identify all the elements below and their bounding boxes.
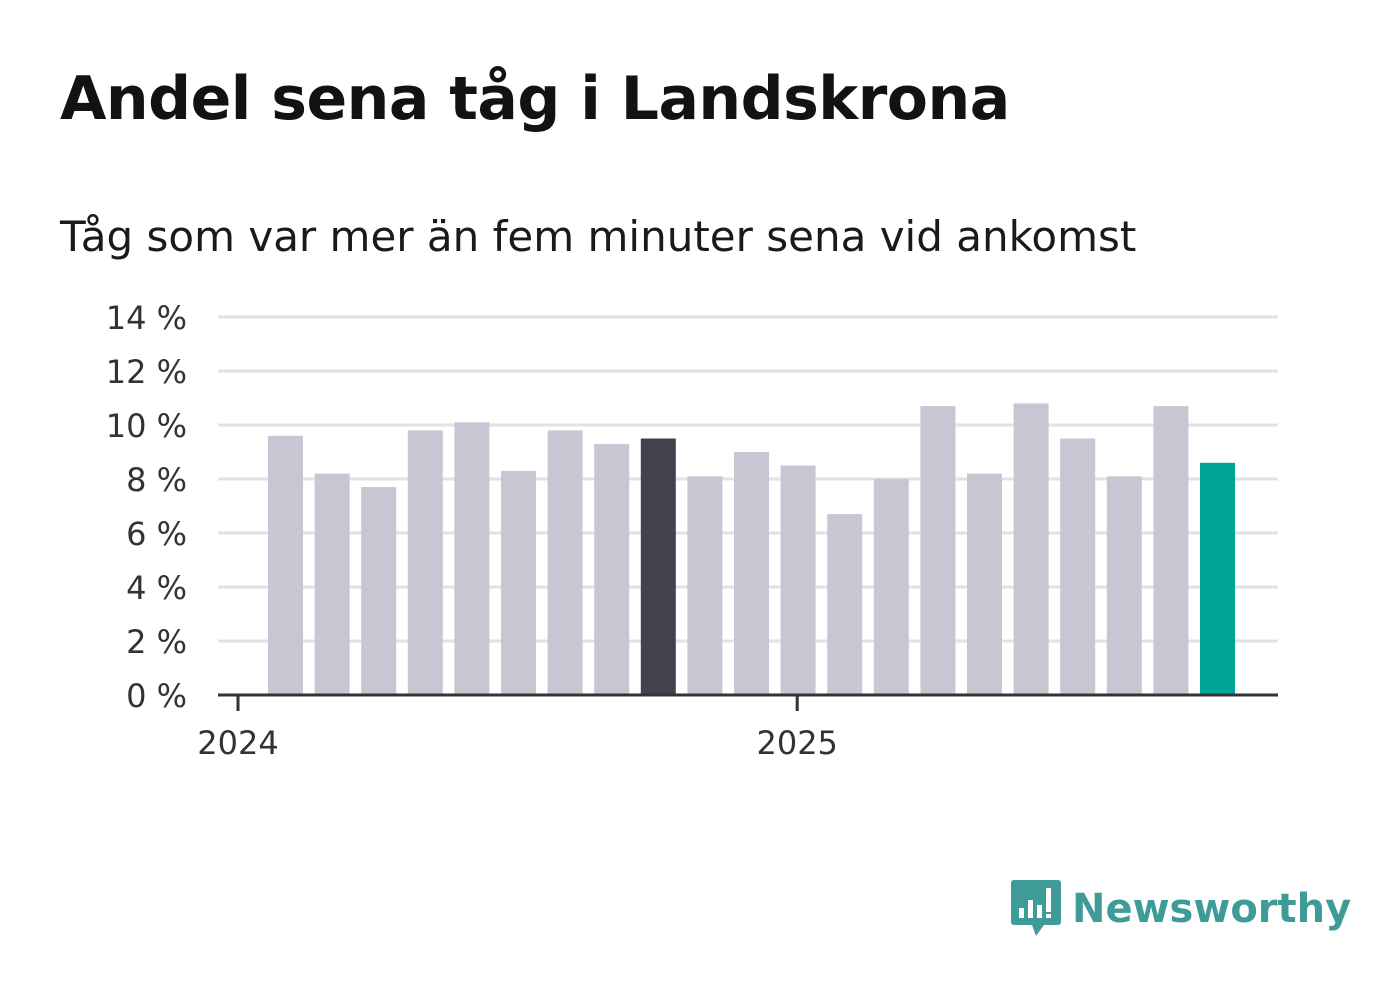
- bar-chart-speech-bubble-icon: [1011, 880, 1061, 936]
- y-tick-label: 8 %: [126, 461, 187, 499]
- bar: [967, 473, 1002, 695]
- bars: [268, 403, 1235, 695]
- bar: [1106, 476, 1142, 695]
- bar: [501, 470, 536, 695]
- newsworthy-logo: Newsworthy: [1010, 878, 1351, 940]
- y-axis-labels: 0 % 2 % 4 % 6 % 8 % 10 % 12 % 14 %: [106, 299, 187, 715]
- bar: [1153, 406, 1189, 695]
- bar: [547, 430, 583, 695]
- bar: [454, 422, 490, 695]
- y-tick-label: 12 %: [106, 353, 187, 391]
- bar: [1200, 462, 1235, 695]
- y-tick-label: 4 %: [126, 569, 187, 607]
- bar: [361, 487, 397, 695]
- bar: [407, 430, 443, 695]
- bar: [873, 479, 909, 695]
- y-tick-label: 2 %: [126, 623, 187, 661]
- bar: [920, 406, 956, 695]
- bar: [1013, 403, 1049, 695]
- chart-title: Andel sena tåg i Landskrona: [60, 64, 1010, 134]
- bar: [734, 452, 769, 695]
- brand-name: Newsworthy: [1072, 886, 1352, 932]
- y-tick-label: 0 %: [126, 677, 187, 715]
- y-tick-label: 14 %: [106, 299, 187, 337]
- bar: [314, 473, 350, 695]
- x-tick-label: 2025: [756, 724, 837, 762]
- chart-subtitle: Tåg som var mer än fem minuter sena vid …: [60, 212, 1137, 261]
- bar: [780, 465, 816, 695]
- bar: [594, 443, 630, 695]
- bar: [640, 438, 676, 695]
- bar: [268, 435, 303, 695]
- y-tick-label: 6 %: [126, 515, 187, 553]
- x-tick-label: 2024: [197, 724, 278, 762]
- bar: [1060, 438, 1096, 695]
- bar: [827, 514, 863, 695]
- y-tick-label: 10 %: [106, 407, 187, 445]
- bar: [687, 476, 723, 695]
- x-axis: 2024 2025: [197, 693, 1278, 762]
